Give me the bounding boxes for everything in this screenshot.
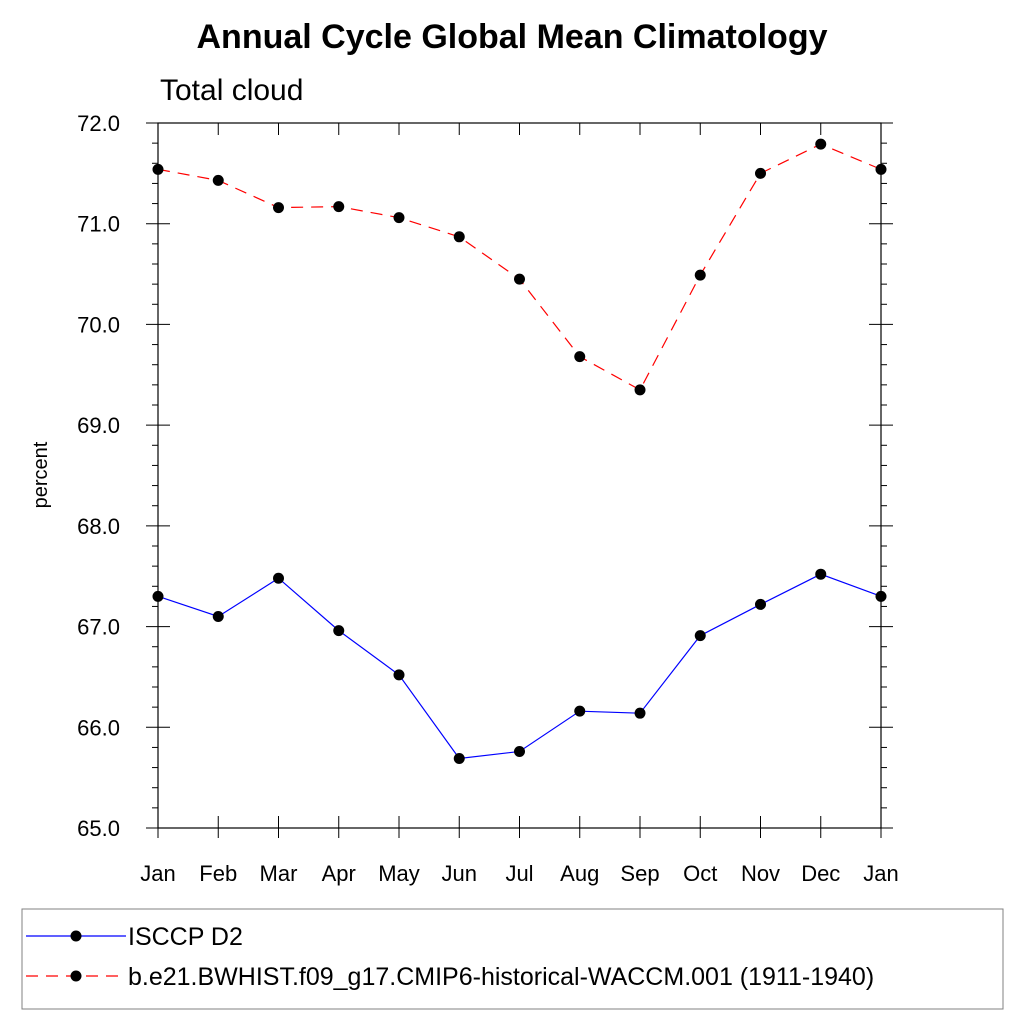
data-point: [875, 590, 887, 602]
legend-box: [21, 908, 1004, 1010]
x-tick-label: Sep: [620, 861, 659, 886]
data-point: [574, 351, 586, 363]
data-point: [273, 202, 284, 214]
x-tick-label: Jan: [863, 861, 898, 886]
chart-title: Annual Cycle Global Mean Climatology: [197, 18, 828, 56]
data-point: [393, 669, 405, 681]
series-line-0: [157, 573, 882, 760]
data-point: [273, 572, 284, 584]
data-point: [453, 753, 465, 765]
legend-label: ISCCP D2: [128, 923, 243, 951]
data-point: [694, 630, 706, 642]
y-tick-label: 66.0: [77, 715, 120, 740]
x-tick-label: Nov: [741, 861, 780, 886]
data-point: [755, 598, 766, 610]
data-point: [815, 568, 827, 580]
data-point: [574, 705, 586, 717]
data-point: [875, 163, 887, 175]
data-point: [755, 167, 766, 179]
x-tick-label: Aug: [560, 861, 599, 886]
data-point: [815, 138, 827, 150]
data-point: [212, 611, 224, 622]
data-point: [152, 163, 164, 175]
y-tick-labels: 65.0 66.0 67.0 68.0 69.0 70.0 71.0 72.0: [77, 111, 120, 841]
plot-frame: [157, 122, 882, 829]
legend-label: b.e21.BWHIST.f09_g17.CMIP6-historical-WA…: [128, 963, 874, 991]
data-point: [514, 273, 525, 285]
y-tick-label: 71.0: [77, 212, 120, 237]
axis-ticks: [146, 122, 893, 838]
x-tick-label: Apr: [322, 861, 356, 886]
data-point: [333, 625, 345, 637]
y-tick-label: 70.0: [77, 312, 120, 337]
x-tick-label: Jul: [505, 861, 533, 886]
series-line-1: [157, 143, 882, 391]
data-point: [694, 269, 706, 281]
legend-marker: [70, 970, 82, 982]
chart-subtitle: Total cloud: [160, 74, 303, 107]
legend: ISCCP D2 b.e21.BWHIST.f09_g17.CMIP6-histo…: [21, 908, 1004, 1010]
data-point: [453, 231, 465, 243]
y-tick-label: 68.0: [77, 514, 120, 539]
x-tick-label: Mar: [260, 861, 298, 886]
x-tick-label: Oct: [683, 861, 717, 886]
data-point: [152, 590, 164, 602]
x-tick-labels: Jan Feb Mar Apr May Jun Jul Aug Sep Oct Nov Dec Jan: [140, 861, 898, 886]
data-point: [393, 212, 405, 224]
y-axis-label: percent: [30, 441, 52, 508]
y-tick-label: 69.0: [77, 413, 120, 438]
data-point: [333, 201, 345, 213]
x-tick-label: Dec: [801, 861, 840, 886]
data-point: [212, 174, 224, 186]
y-tick-label: 65.0: [77, 816, 120, 841]
y-tick-label: 72.0: [77, 111, 120, 136]
y-tick-label: 67.0: [77, 615, 120, 640]
x-tick-label: Jan: [140, 861, 175, 886]
legend-marker: [70, 930, 82, 942]
data-point: [634, 707, 646, 719]
x-tick-label: Jun: [442, 861, 477, 886]
x-tick-label: Feb: [199, 861, 237, 886]
data-point: [634, 384, 646, 396]
data-point: [514, 745, 525, 757]
x-tick-label: May: [378, 861, 420, 886]
series-layer: [152, 138, 887, 765]
